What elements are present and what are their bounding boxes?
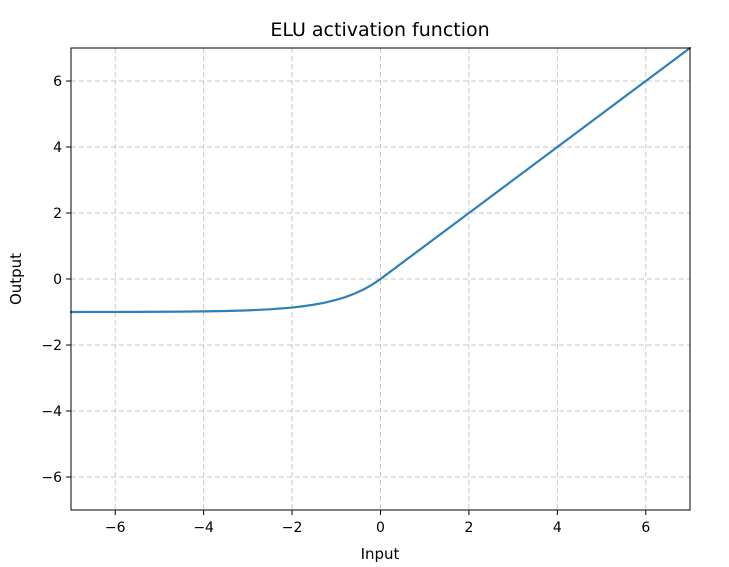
- elu-series-line: [69, 46, 692, 314]
- x-tick-label: 0: [376, 520, 385, 536]
- y-tick-label: 0: [53, 272, 62, 288]
- y-tick-label: −6: [41, 470, 62, 486]
- x-tick-label: −6: [105, 520, 126, 536]
- y-axis-label: Output: [7, 253, 25, 305]
- x-tick-label: 2: [464, 520, 473, 536]
- y-tick-label: 2: [53, 206, 62, 222]
- chart-title: ELU activation function: [270, 19, 489, 41]
- x-axis-label: Input: [361, 545, 400, 563]
- y-tick-label: −4: [41, 404, 62, 420]
- y-tick-label: 6: [53, 74, 62, 90]
- y-tick-label: 4: [53, 140, 62, 156]
- series-layer: [69, 46, 692, 314]
- x-tick-label: −4: [193, 520, 214, 536]
- x-tick-label: 6: [641, 520, 650, 536]
- grid: [71, 48, 690, 510]
- x-tick-label: −2: [282, 520, 303, 536]
- x-tick-label: 4: [553, 520, 562, 536]
- y-tick-label: −2: [41, 338, 62, 354]
- ticks: −6 −4 −2 0 2 4 6 −6 −4 −2 0 2 4 6: [41, 74, 650, 536]
